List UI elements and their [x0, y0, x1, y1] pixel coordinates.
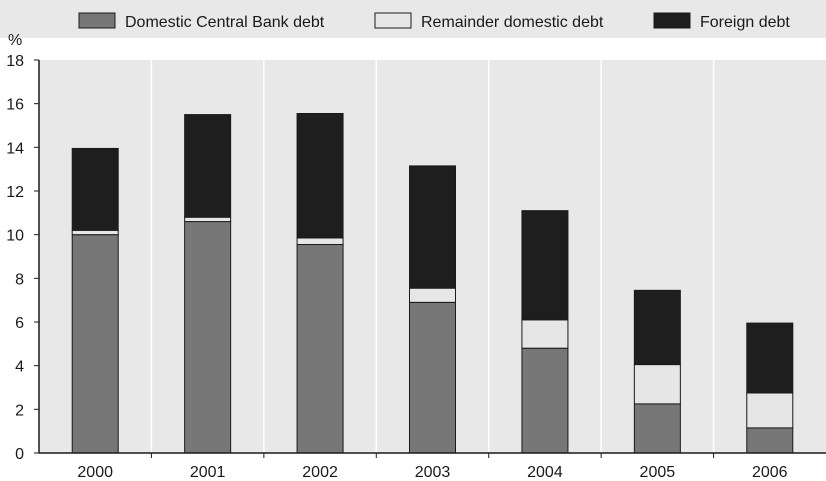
- bar-segment-2005-series-0: [633, 403, 681, 454]
- legend: Domestic Central Bank debt Remainder dome…: [78, 12, 790, 31]
- y-tick-label: 12: [6, 184, 24, 201]
- legend-label-2: Foreign debt: [700, 14, 790, 31]
- legend-swatch-1: [374, 12, 412, 29]
- y-axis-unit: %: [8, 32, 22, 49]
- legend-swatch-0: [78, 12, 116, 29]
- y-tick-label: 18: [6, 53, 24, 70]
- y-tick-label: 8: [15, 271, 24, 288]
- bar-segment-2002-series-2: [296, 112, 344, 239]
- y-tick-labels: 0 2 4 6 8 10 12 14 16 18: [6, 53, 24, 463]
- x-tick-label-2004: 2004: [527, 464, 563, 481]
- bar-segment-2006-series-2: [746, 322, 794, 394]
- legend-label-0: Domestic Central Bank debt: [125, 14, 325, 31]
- bar-segment-2005-series-2: [633, 289, 681, 366]
- bar-segment-2000-series-1: [71, 229, 119, 236]
- y-tick-label: 14: [6, 140, 24, 157]
- x-tick-label-2001: 2001: [190, 464, 226, 481]
- x-tick-labels: 2000 2001 2002 2003 2004 2005 2006: [77, 464, 787, 481]
- bar-segment-2002-series-0: [296, 243, 344, 454]
- axes: [34, 59, 826, 458]
- bar-segment-2003-series-2: [409, 165, 456, 289]
- bar-segment-2004-series-2: [521, 210, 569, 321]
- y-tick-label: 4: [15, 359, 24, 376]
- bar-segment-2001-series-2: [184, 114, 232, 218]
- x-tick-label-2002: 2002: [302, 464, 338, 481]
- bar-segment-2003-series-0: [409, 301, 456, 454]
- bar-segment-2006-series-0: [746, 427, 794, 454]
- x-tick-label-2000: 2000: [77, 464, 113, 481]
- bar-segment-2001-series-0: [184, 221, 232, 454]
- bar-segment-2004-series-1: [521, 319, 569, 349]
- y-tick-label: 2: [15, 402, 24, 419]
- bar-segment-2004-series-0: [521, 347, 569, 454]
- grid-lines: [150, 60, 715, 453]
- x-tick-label-2003: 2003: [415, 464, 451, 481]
- bar-segment-2002-series-1: [296, 237, 344, 245]
- bar-segment-2001-series-1: [184, 216, 232, 223]
- y-tick-label: 10: [6, 228, 24, 245]
- bar-segment-2003-series-1: [409, 287, 456, 303]
- bar-segment-2000-series-2: [71, 147, 119, 231]
- y-tick-label: 0: [15, 446, 24, 463]
- bar-segment-2006-series-1: [746, 392, 794, 429]
- bar-segment-2000-series-0: [71, 234, 119, 454]
- y-tick-label: 6: [15, 315, 24, 332]
- x-tick-label-2006: 2006: [752, 464, 788, 481]
- bars: [71, 112, 794, 454]
- y-tick-label: 16: [6, 97, 24, 114]
- legend-label-1: Remainder domestic debt: [421, 14, 604, 31]
- x-tick-label-2005: 2005: [640, 464, 676, 481]
- bar-segment-2005-series-1: [633, 364, 681, 405]
- legend-swatch-2: [653, 12, 691, 29]
